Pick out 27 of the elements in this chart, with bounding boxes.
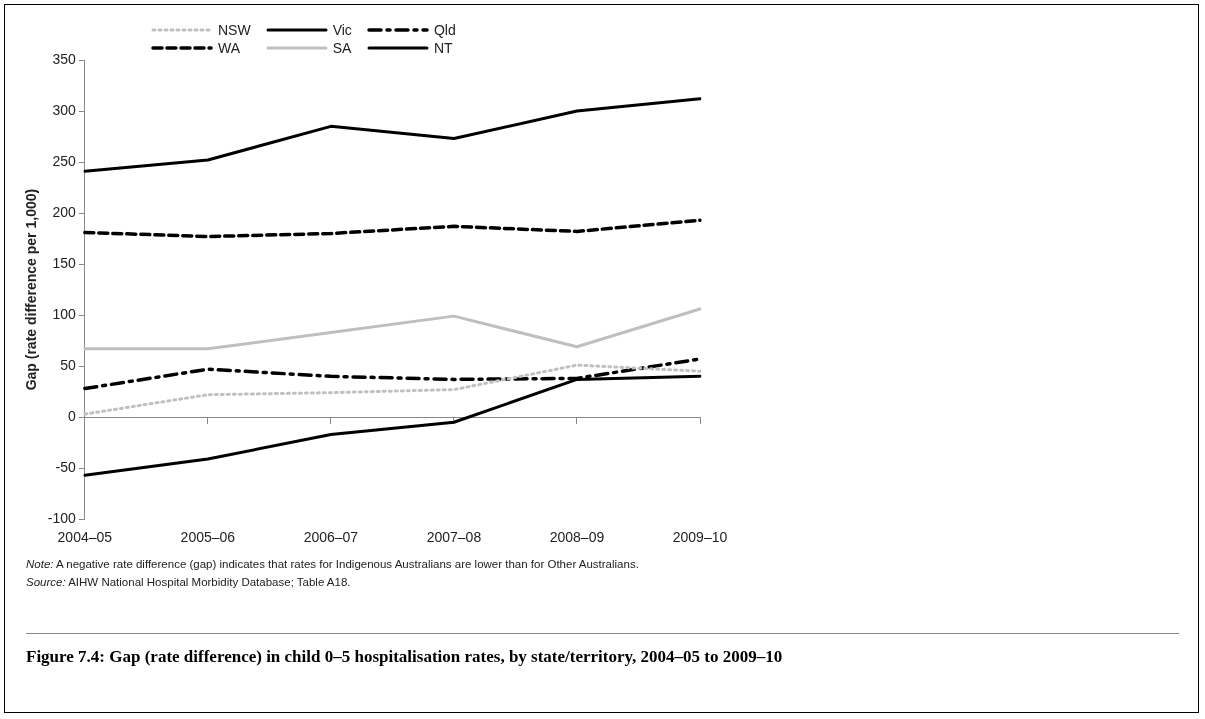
source-note: Source: AIHW National Hospital Morbidity Database; Table A18. [26,575,352,590]
y-tick-label: 0 [68,408,77,425]
y-axis-title: Gap (rate difference per 1,000) [23,188,40,391]
legend-label: SA [332,40,352,56]
text: Note: A negative rate difference (gap) indicates that rates for Indigenous Australians are lower than for Other Australians. [26,557,639,572]
x-tick-label: 2008–09 [549,529,605,546]
x-tick-label: 2006–07 [303,529,359,546]
y-tick-label: -100 [47,510,77,527]
y-tick-label: 300 [52,101,77,118]
y-tick-label: 50 [60,356,77,373]
legend-label: NSW [218,22,251,38]
legend-label: NT [433,40,453,56]
legend-label: Vic [332,22,352,38]
y-tick-label: 200 [52,203,77,220]
x-tick-label: 2004–05 [57,529,113,546]
y-tick-label: 350 [52,50,77,67]
line-series [83,218,702,239]
x-tick-label: 2005–06 [180,529,236,546]
legend-label: Qld [433,22,456,38]
text: Figure 7.4: Gap (rate difference) in child 0–5 hospitalisation rates, by state/territory, 2004–05 to 2009–10 [26,646,784,668]
y-tick-label: -50 [55,459,77,476]
x-tick-label: 2007–08 [426,529,482,546]
legend-label: WA [218,40,241,56]
y-tick-label: 150 [52,254,77,271]
y-tick-label: 100 [52,305,77,322]
y-tick-label: 250 [52,152,77,169]
x-tick-label: 2009–10 [672,529,728,546]
